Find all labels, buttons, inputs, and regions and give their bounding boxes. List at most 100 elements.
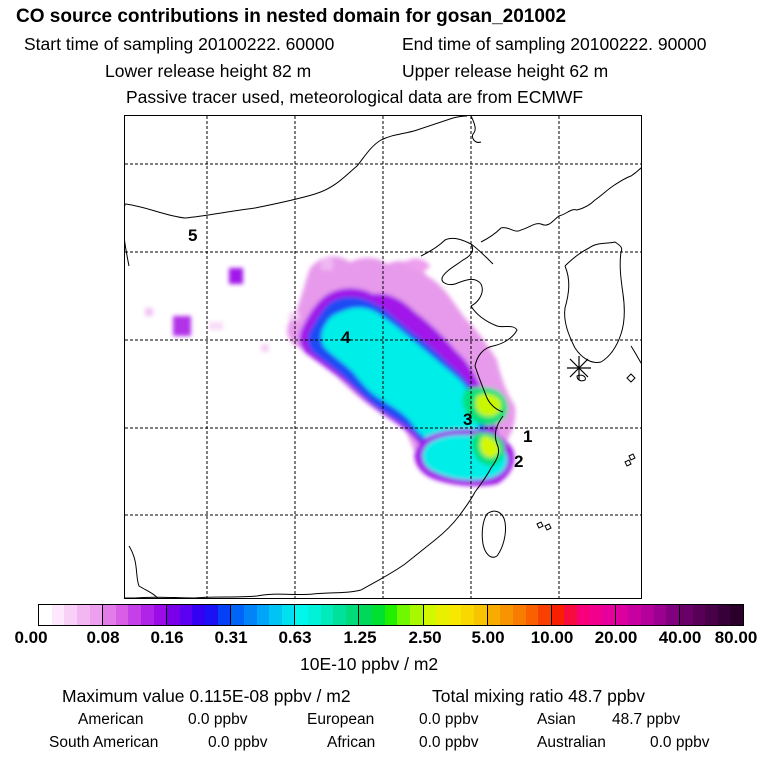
color-segment-6: [422, 605, 487, 625]
max-value: Maximum value 0.115E-08 ppbv / m2: [62, 686, 351, 706]
color-swatch: [705, 605, 718, 625]
northeast-border: [470, 116, 482, 143]
african-value: 0.0 ppbv: [419, 734, 479, 751]
color-segment-0: [39, 605, 103, 625]
small-island-4: [536, 521, 544, 529]
european-value: 0.0 ppbv: [419, 711, 479, 728]
northern-border: [125, 116, 468, 219]
color-swatch: [51, 605, 65, 625]
color-swatch: [538, 605, 551, 625]
korea-west-coast: [564, 265, 602, 363]
color-swatch: [397, 605, 410, 625]
color-segment-3: [230, 605, 295, 625]
south-american-value: 0.0 ppbv: [208, 734, 268, 751]
blob-7: [321, 258, 333, 270]
color-swatch: [243, 605, 257, 625]
concentration-plume: [145, 256, 516, 486]
color-swatch: [461, 605, 475, 625]
european-label: European: [307, 711, 375, 728]
color-swatch: [205, 605, 218, 625]
small-island-3: [624, 459, 632, 467]
color-swatch: [423, 605, 437, 625]
tick-1: 0.08: [86, 628, 120, 647]
map-canvas: 1 2 3 4 5: [125, 116, 641, 598]
blob-2: [173, 316, 191, 336]
color-swatch: [653, 605, 667, 625]
color-segment-7: [486, 605, 551, 625]
tick-0: 0.00: [14, 628, 48, 647]
asian-value: 48.7 ppbv: [612, 711, 681, 728]
color-swatch: [372, 605, 385, 625]
shandong: [470, 305, 518, 367]
color-swatch: [384, 605, 398, 625]
interior-border-1: [125, 204, 130, 267]
american-value: 0.0 ppbv: [188, 711, 248, 728]
blob-3: [145, 308, 153, 316]
plume-cyan: [321, 307, 479, 445]
tick-6: 2.50: [408, 628, 442, 647]
color-swatch: [115, 605, 129, 625]
color-swatch: [436, 605, 449, 625]
color-swatch: [589, 605, 603, 625]
color-segment-2: [166, 605, 231, 625]
liaodong: [470, 243, 494, 265]
source-label-2: 2: [514, 452, 523, 471]
australian-label: Australian: [537, 734, 606, 751]
tick-2: 0.16: [150, 628, 184, 647]
plot-title: CO source contributions in nested domain…: [16, 6, 567, 27]
color-swatch: [448, 605, 462, 625]
interior-border-2: [128, 545, 159, 598]
color-swatch: [577, 605, 590, 625]
tick-10: 40.00: [658, 628, 702, 647]
taiwan: [481, 510, 506, 558]
upper-release-height: Upper release height 62 m: [402, 61, 609, 81]
color-scale-bar: [38, 604, 744, 626]
korea-north: [564, 241, 623, 267]
color-swatch: [39, 605, 52, 625]
plume-coast-yellow: [475, 394, 502, 417]
small-island-2: [628, 453, 636, 461]
color-swatch: [551, 605, 565, 625]
color-swatch: [666, 605, 679, 625]
plume-violet-patch-north: [405, 258, 430, 272]
color-swatch: [730, 605, 744, 625]
asian-label: Asian: [537, 711, 576, 728]
source-label-4: 4: [341, 328, 351, 347]
tick-5: 1.25: [343, 628, 377, 647]
coastlines: [125, 116, 641, 598]
color-swatch: [615, 605, 629, 625]
color-swatch: [333, 605, 346, 625]
bohai-coast: [420, 237, 483, 307]
color-segment-1: [102, 605, 167, 625]
small-island-1: [626, 373, 636, 383]
color-swatch: [512, 605, 526, 625]
blob-1: [229, 268, 243, 284]
map-panel: 1 2 3 4 5: [124, 115, 642, 599]
color-segment-4: [294, 605, 359, 625]
color-swatch: [192, 605, 206, 625]
color-swatch: [345, 605, 359, 625]
color-swatch: [628, 605, 642, 625]
source-label-1: 1: [523, 427, 532, 446]
color-swatch: [217, 605, 231, 625]
color-swatch: [409, 605, 423, 625]
american-label: American: [78, 711, 144, 728]
south-coast: [125, 589, 362, 598]
tick-4: 0.63: [278, 628, 312, 647]
color-swatch: [500, 605, 513, 625]
color-swatch: [167, 605, 180, 625]
color-swatch: [140, 605, 154, 625]
color-swatch: [269, 605, 282, 625]
jiangsu-coast: [474, 365, 504, 413]
lower-release-height: Lower release height 82 m: [105, 61, 312, 81]
total-mixing-ratio: Total mixing ratio 48.7 ppbv: [432, 686, 646, 706]
blob-4: [261, 344, 269, 352]
color-swatch: [89, 605, 103, 625]
source-label-5: 5: [188, 226, 197, 245]
color-swatch: [308, 605, 321, 625]
source-label-3: 3: [463, 410, 472, 429]
start-time: Start time of sampling 20100222. 60000: [24, 34, 335, 54]
color-segment-8: [550, 605, 615, 625]
color-swatch: [76, 605, 90, 625]
color-swatch: [359, 605, 373, 625]
